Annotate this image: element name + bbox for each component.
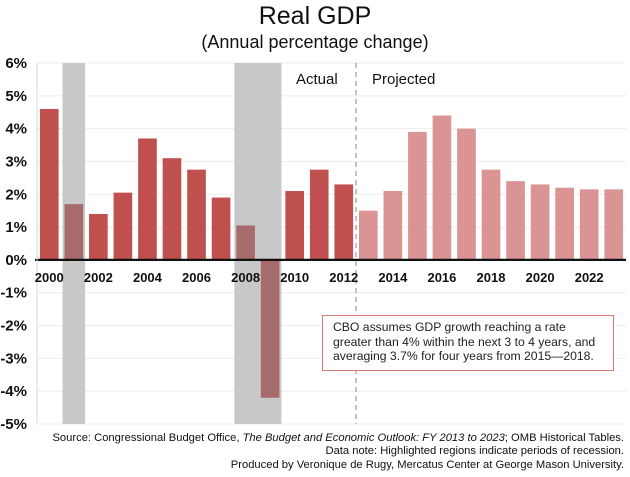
bar-actual-2012 bbox=[334, 184, 354, 260]
bar-projected-2020 bbox=[530, 184, 550, 260]
bar-actual-2008 bbox=[236, 225, 255, 260]
bar-projected-2022 bbox=[579, 189, 599, 260]
chart-subtitle: (Annual percentage change) bbox=[201, 32, 429, 52]
x-tick-label: 2000 bbox=[35, 270, 64, 285]
chart-title: Real GDP bbox=[258, 2, 372, 30]
bar-actual-2010 bbox=[285, 190, 305, 260]
cbo-annotation-box: CBO assumes GDP growth reaching a rate g… bbox=[322, 315, 614, 371]
x-tick-label: 2016 bbox=[427, 270, 456, 285]
bar-actual-2007 bbox=[211, 197, 231, 260]
y-tick-label: 3% bbox=[5, 153, 27, 170]
x-tick-label: 2006 bbox=[182, 270, 211, 285]
y-tick-label: 4% bbox=[5, 121, 27, 138]
source-prefix: Source: Congressional Budget Office, bbox=[52, 432, 243, 444]
actual-label: Actual bbox=[296, 71, 338, 88]
x-tick-labels: 2000 2002 2004 2006 2008 2010 2012 2014 2016 2018… bbox=[35, 270, 604, 285]
bar-projected-2013 bbox=[358, 210, 378, 260]
x-tick-label: 2018 bbox=[477, 270, 506, 285]
bar-projected-2017 bbox=[457, 128, 476, 260]
source-title: The Budget and Economic Outlook: FY 2013… bbox=[242, 432, 505, 444]
bar-projected-2023 bbox=[604, 189, 624, 260]
source-suffix: ; OMB Historical Tables. bbox=[504, 432, 624, 444]
bar-projected-2021 bbox=[555, 187, 574, 260]
bar-projected-2014 bbox=[383, 190, 403, 260]
x-tick-label: 2002 bbox=[84, 270, 113, 285]
y-tick-labels: 6% 5% 4% 3% 2% 1% 0% -1% -2% -3% -4% -5% bbox=[0, 55, 27, 433]
y-tick-label: -4% bbox=[0, 383, 27, 400]
source-line: Source: Congressional Budget Office, The… bbox=[52, 432, 624, 445]
data-note: Data note: Highlighted regions indicate … bbox=[325, 445, 624, 458]
y-tick-label: -1% bbox=[0, 285, 27, 302]
projected-label: Projected bbox=[372, 71, 435, 88]
produced-by: Produced by Veronique de Rugy, Mercatus … bbox=[230, 458, 624, 471]
y-tick-label: 5% bbox=[5, 88, 27, 105]
x-tick-label: 2010 bbox=[280, 270, 309, 285]
x-tick-label: 2014 bbox=[378, 270, 408, 285]
bars bbox=[39, 108, 624, 398]
y-tick-label: 2% bbox=[5, 186, 27, 203]
bar-actual-2000 bbox=[39, 108, 59, 260]
x-tick-label: 2008 bbox=[231, 270, 260, 285]
y-tick-label: -2% bbox=[0, 318, 27, 335]
y-tick-label: -5% bbox=[0, 416, 27, 433]
bar-actual-2011 bbox=[309, 169, 329, 260]
bar-actual-2002 bbox=[89, 213, 108, 260]
bar-projected-2016 bbox=[432, 115, 452, 260]
x-tick-label: 2020 bbox=[526, 270, 555, 285]
bar-actual-2001 bbox=[64, 204, 84, 260]
x-tick-label: 2022 bbox=[575, 270, 604, 285]
bar-projected-2019 bbox=[506, 181, 525, 260]
y-tick-label: 6% bbox=[5, 55, 27, 72]
bar-projected-2015 bbox=[408, 131, 427, 260]
bar-actual-2003 bbox=[113, 192, 133, 260]
bar-actual-2006 bbox=[187, 169, 206, 260]
y-tick-label: 1% bbox=[5, 219, 27, 236]
bar-actual-2004 bbox=[138, 138, 157, 260]
bar-projected-2018 bbox=[481, 169, 501, 260]
y-tick-label: -3% bbox=[0, 350, 27, 367]
x-tick-label: 2012 bbox=[329, 270, 358, 285]
bar-actual-2009 bbox=[260, 259, 280, 398]
y-tick-label: 0% bbox=[5, 252, 27, 269]
chart-footer: Source: Congressional Budget Office, The… bbox=[52, 432, 624, 472]
bar-actual-2005 bbox=[162, 158, 182, 260]
x-tick-label: 2004 bbox=[133, 270, 163, 285]
